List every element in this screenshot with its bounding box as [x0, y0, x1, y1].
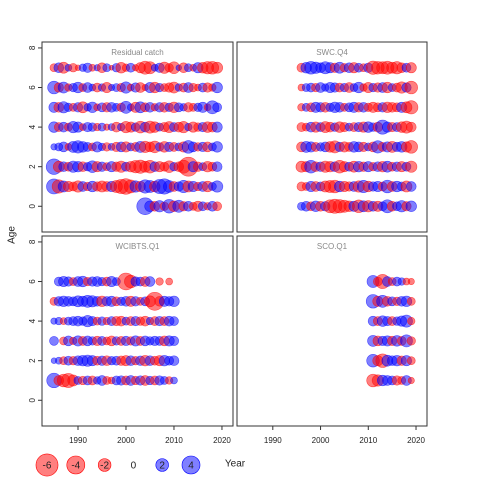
- x-tick-label: 2000: [117, 436, 135, 445]
- residual-bubble: [404, 140, 418, 154]
- x-tick-label: 1990: [69, 436, 87, 445]
- legend-label: -4: [71, 461, 80, 472]
- residual-bubble: [211, 141, 223, 153]
- panel-title: Residual catch: [111, 48, 163, 57]
- residual-bubble: [168, 295, 180, 307]
- residual-bubble: [407, 317, 416, 326]
- residual-bubble: [406, 296, 416, 306]
- y-tick-label: 8: [28, 45, 37, 50]
- legend-bubble: [97, 458, 112, 472]
- panel-title: WCIBTS.Q1: [115, 242, 160, 251]
- residual-bubble: [406, 181, 417, 192]
- residual-bubble: [168, 355, 180, 366]
- residual-bubble: [406, 121, 417, 133]
- x-tick-label: 2010: [359, 436, 377, 445]
- residual-bubble: [211, 81, 223, 94]
- x-tick-label: 2020: [407, 436, 425, 445]
- legend-label: 2: [159, 461, 165, 472]
- residual-bubble: [405, 62, 417, 74]
- legend-bubble: [35, 453, 59, 477]
- legend-label: -6: [43, 461, 52, 472]
- y-tick-label: 0: [28, 397, 37, 402]
- y-tick-label: 6: [28, 85, 37, 90]
- y-tick-label: 2: [28, 164, 37, 169]
- residual-bubble: [211, 161, 223, 172]
- residual-bubble: [168, 335, 179, 346]
- panel-frame: [41, 235, 234, 427]
- legend-label: 0: [131, 461, 137, 472]
- panel-title: SWC.Q4: [316, 48, 348, 57]
- legend-label: 4: [188, 461, 194, 472]
- residual-bubble: [212, 201, 222, 212]
- legend-bubble: [66, 455, 86, 475]
- panel-frame: [236, 41, 428, 233]
- y-axis-label: Age: [7, 226, 18, 244]
- y-tick-label: 8: [28, 239, 37, 244]
- residual-bubble: [211, 121, 223, 133]
- residual-bubble: [406, 356, 416, 366]
- legend-label: -2: [100, 461, 109, 472]
- residual-bubble: [211, 61, 223, 74]
- x-tick-label: 2010: [165, 436, 183, 445]
- residual-bubble: [405, 160, 418, 173]
- residual-bubble: [405, 200, 417, 212]
- residual-bubble: [407, 376, 415, 384]
- residual-bubble: [407, 278, 415, 286]
- residual-bubble: [211, 180, 224, 193]
- panel-frame: [236, 235, 428, 427]
- residual-bubble: [169, 316, 179, 326]
- legend-bubble: [155, 458, 169, 472]
- x-tick-label: 2020: [213, 436, 231, 445]
- residual-bubble: [404, 100, 419, 115]
- panel-title: SCO.Q1: [317, 242, 348, 251]
- residual-bubble: [49, 336, 59, 346]
- residual-bubble: [155, 277, 164, 286]
- y-tick-label: 4: [28, 124, 37, 129]
- x-tick-label: 1990: [264, 436, 282, 445]
- residual-bubble: [144, 276, 156, 287]
- residual-bubble: [212, 102, 222, 113]
- y-tick-label: 2: [28, 358, 37, 363]
- legend-bubble: [181, 455, 201, 475]
- residual-bubble: [404, 80, 418, 95]
- x-axis-label: Year: [225, 459, 246, 470]
- y-tick-label: 0: [28, 203, 37, 208]
- residual-bubble: [165, 277, 173, 286]
- y-tick-label: 4: [28, 318, 37, 323]
- residual-bubble: [406, 336, 416, 346]
- x-tick-label: 2000: [312, 436, 330, 445]
- residual-bubble: [170, 376, 178, 385]
- panel-frame: [41, 41, 234, 233]
- y-tick-label: 6: [28, 279, 37, 284]
